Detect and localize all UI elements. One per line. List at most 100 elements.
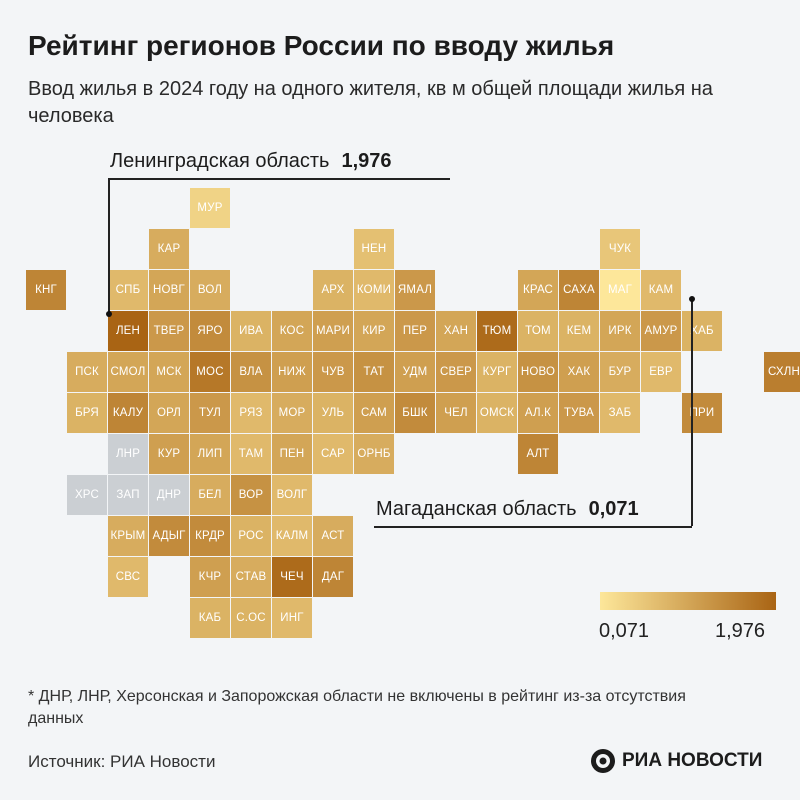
max-callout-label: Ленинградская область: [110, 150, 330, 172]
region-tile-адыг: АДЫГ: [149, 516, 189, 556]
region-tile-лнр: ЛНР: [108, 434, 148, 474]
region-tile-тува: ТУВА: [559, 393, 599, 433]
region-tile-пер: ПЕР: [395, 311, 435, 351]
region-tile-бря: БРЯ: [67, 393, 107, 433]
min-callout: Магаданская область 0,071: [376, 498, 639, 521]
region-tile-кур: КУР: [149, 434, 189, 474]
page-subtitle: Ввод жилья в 2024 году на одного жителя,…: [28, 78, 713, 127]
max-callout-dot: [106, 311, 112, 317]
region-tile-мур: МУР: [190, 188, 230, 228]
logo-text: РИА НОВОСТИ: [622, 750, 763, 771]
region-tile-ново: НОВО: [518, 352, 558, 392]
region-tile-бшк: БШК: [395, 393, 435, 433]
region-tile-крдр: КРДР: [190, 516, 230, 556]
region-tile-аст: АСТ: [313, 516, 353, 556]
region-tile-кем: КЕМ: [559, 311, 599, 351]
region-tile-кар: КАР: [149, 229, 189, 269]
source-text: Источник: РИА Новости: [28, 752, 216, 771]
region-tile-рос: РОС: [231, 516, 271, 556]
region-tile-при: ПРИ: [682, 393, 722, 433]
region-tile-лен: ЛЕН: [108, 311, 148, 351]
max-callout: Ленинградская область 1,976: [110, 150, 392, 173]
region-tile-вор: ВОР: [231, 475, 271, 515]
region-tile-уль: УЛЬ: [313, 393, 353, 433]
region-tile-мск: МСК: [149, 352, 189, 392]
min-callout-dot: [689, 296, 695, 302]
max-callout-leader: [108, 178, 110, 314]
footnote: * ДНР, ЛНР, Херсонская и Запорожская обл…: [28, 688, 686, 727]
region-tile-калм: КАЛМ: [272, 516, 312, 556]
region-tile-нен: НЕН: [354, 229, 394, 269]
region-tile-новг: НОВГ: [149, 270, 189, 310]
region-tile-вол: ВОЛ: [190, 270, 230, 310]
region-tile-днр: ДНР: [149, 475, 189, 515]
region-tile-ниж: НИЖ: [272, 352, 312, 392]
ria-novosti-logo: РИА НОВОСТИ: [590, 748, 762, 774]
region-tile-удм: УДМ: [395, 352, 435, 392]
min-callout-underline: [374, 526, 692, 528]
max-callout-value: 1,976: [341, 150, 392, 172]
region-tile-крым: КРЫМ: [108, 516, 148, 556]
region-tile-кнг: КНГ: [26, 270, 66, 310]
legend-max-label: 1,976: [715, 620, 766, 642]
region-tile-заб: ЗАБ: [600, 393, 640, 433]
region-tile-сар: САР: [313, 434, 353, 474]
region-tile-там: ТАМ: [231, 434, 271, 474]
region-tile-ал.к: АЛ.К: [518, 393, 558, 433]
region-tile-мари: МАРИ: [313, 311, 353, 351]
region-tile-свер: СВЕР: [436, 352, 476, 392]
region-tile-кург: КУРГ: [477, 352, 517, 392]
region-tile-пен: ПЕН: [272, 434, 312, 474]
region-tile-хаб: ХАБ: [682, 311, 722, 351]
region-tile-арх: АРХ: [313, 270, 353, 310]
region-tile-кам: КАМ: [641, 270, 681, 310]
region-tile-мор: МОР: [272, 393, 312, 433]
region-tile-схлн: СХЛН: [764, 352, 800, 392]
region-tile-ива: ИВА: [231, 311, 271, 351]
region-tile-чеч: ЧЕЧ: [272, 557, 312, 597]
region-tile-яро: ЯРО: [190, 311, 230, 351]
region-tile-орл: ОРЛ: [149, 393, 189, 433]
region-tile-коми: КОМИ: [354, 270, 394, 310]
region-tile-каб: КАБ: [190, 598, 230, 638]
region-tile-алт: АЛТ: [518, 434, 558, 474]
region-tile-омск: ОМСК: [477, 393, 517, 433]
region-tile-крас: КРАС: [518, 270, 558, 310]
region-tile-хан: ХАН: [436, 311, 476, 351]
region-tile-калу: КАЛУ: [108, 393, 148, 433]
region-tile-чук: ЧУК: [600, 229, 640, 269]
region-tile-спб: СПБ: [108, 270, 148, 310]
region-tile-том: ТОМ: [518, 311, 558, 351]
region-tile-инг: ИНГ: [272, 598, 312, 638]
region-tile-тул: ТУЛ: [190, 393, 230, 433]
region-tile-ирк: ИРК: [600, 311, 640, 351]
min-callout-leader: [691, 300, 693, 526]
region-tile-саха: САХА: [559, 270, 599, 310]
region-tile-став: СТАВ: [231, 557, 271, 597]
region-tile-чел: ЧЕЛ: [436, 393, 476, 433]
region-tile-тюм: ТЮМ: [477, 311, 517, 351]
page-title: Рейтинг регионов России по вводу жилья: [28, 30, 615, 61]
region-tile-лип: ЛИП: [190, 434, 230, 474]
region-tile-кос: КОС: [272, 311, 312, 351]
region-tile-маг: МАГ: [600, 270, 640, 310]
region-tile-бел: БЕЛ: [190, 475, 230, 515]
region-tile-хрс: ХРС: [67, 475, 107, 515]
region-tile-даг: ДАГ: [313, 557, 353, 597]
region-tile-хак: ХАК: [559, 352, 599, 392]
min-callout-value: 0,071: [588, 498, 639, 520]
region-tile-вла: ВЛА: [231, 352, 271, 392]
region-tile-ряз: РЯЗ: [231, 393, 271, 433]
region-tile-с.ос: С.ОС: [231, 598, 271, 638]
region-tile-зап: ЗАП: [108, 475, 148, 515]
region-tile-сам: САМ: [354, 393, 394, 433]
legend-min-label: 0,071: [599, 620, 650, 642]
region-tile-орнб: ОРНБ: [354, 434, 394, 474]
region-tile-ямал: ЯМАЛ: [395, 270, 435, 310]
region-tile-кир: КИР: [354, 311, 394, 351]
min-callout-label: Магаданская область: [376, 498, 577, 520]
region-tile-кчр: КЧР: [190, 557, 230, 597]
region-tile-чув: ЧУВ: [313, 352, 353, 392]
region-tile-амур: АМУР: [641, 311, 681, 351]
